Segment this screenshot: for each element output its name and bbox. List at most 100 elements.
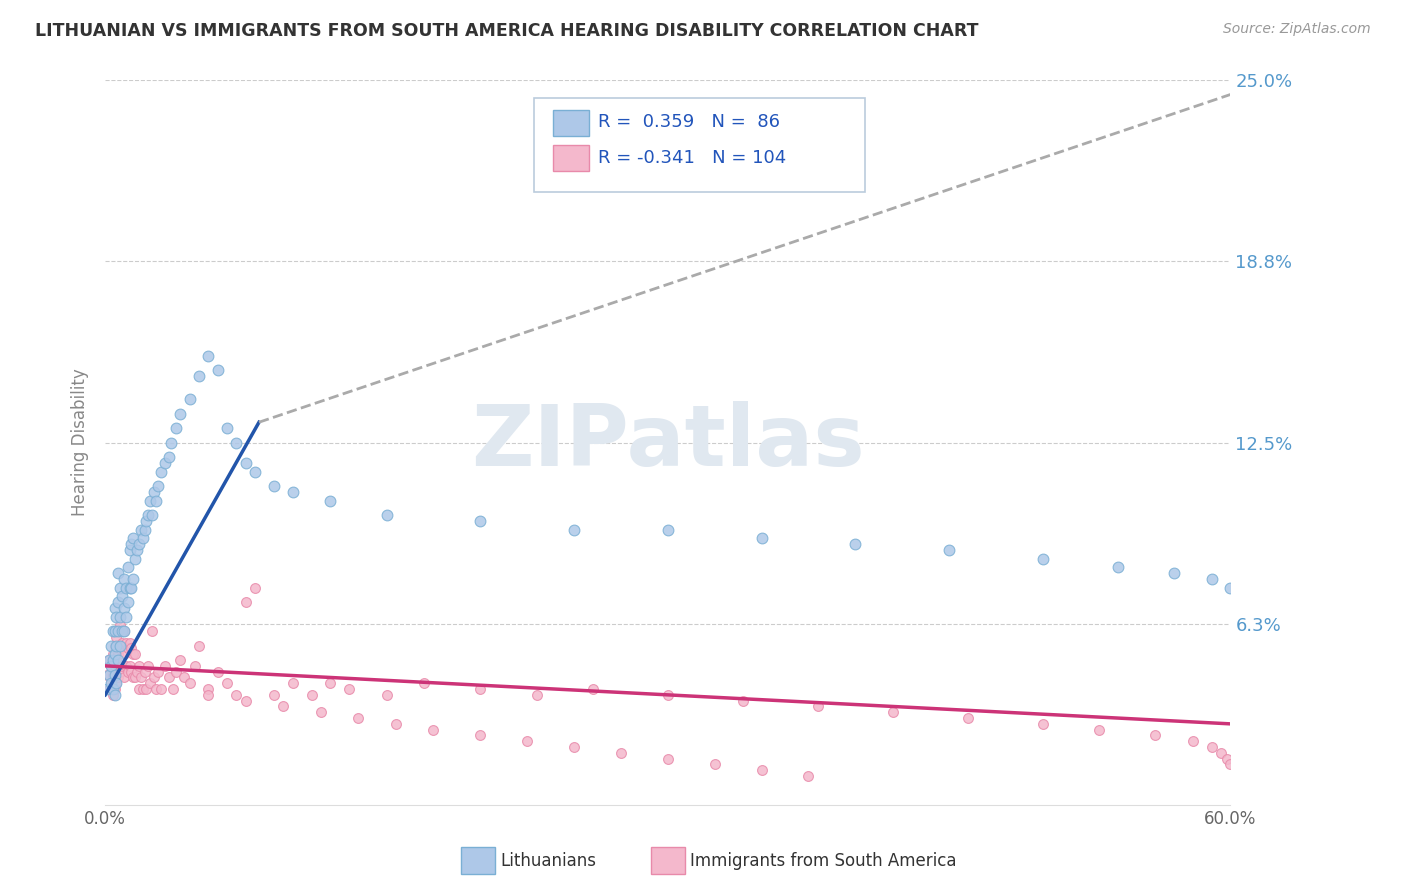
Point bbox=[143, 484, 166, 499]
Point bbox=[115, 581, 138, 595]
Point bbox=[96, 681, 118, 696]
Point bbox=[111, 635, 134, 649]
Point bbox=[470, 514, 492, 528]
Point bbox=[751, 764, 773, 778]
Point bbox=[273, 699, 295, 714]
Point bbox=[217, 421, 239, 435]
Point bbox=[1275, 609, 1298, 624]
Point bbox=[703, 757, 725, 772]
Point bbox=[731, 693, 754, 707]
Text: Lithuanians: Lithuanians bbox=[501, 852, 596, 870]
Point bbox=[157, 450, 180, 464]
Point bbox=[110, 665, 132, 679]
Point bbox=[139, 493, 162, 508]
Point bbox=[197, 688, 219, 702]
Point bbox=[118, 658, 141, 673]
Point bbox=[118, 635, 141, 649]
Point bbox=[657, 688, 679, 702]
Point bbox=[139, 676, 162, 690]
Point bbox=[155, 456, 177, 470]
Point bbox=[104, 658, 127, 673]
Point bbox=[413, 676, 436, 690]
Point bbox=[1295, 618, 1317, 632]
Point bbox=[105, 653, 128, 667]
Point bbox=[1313, 624, 1336, 638]
Point bbox=[1219, 581, 1241, 595]
Point bbox=[1237, 589, 1260, 603]
Point bbox=[301, 688, 323, 702]
Point bbox=[121, 641, 143, 656]
Point bbox=[105, 630, 128, 644]
Point bbox=[1201, 572, 1223, 586]
Point bbox=[197, 681, 219, 696]
Point bbox=[122, 572, 145, 586]
Point bbox=[582, 681, 605, 696]
Point bbox=[104, 647, 127, 661]
Point bbox=[347, 711, 370, 725]
Point bbox=[107, 624, 129, 638]
Point bbox=[107, 653, 129, 667]
Point bbox=[470, 681, 492, 696]
Point bbox=[610, 746, 633, 760]
Point bbox=[104, 681, 127, 696]
Point bbox=[263, 688, 285, 702]
Point bbox=[100, 658, 122, 673]
Point bbox=[166, 421, 188, 435]
Point bbox=[129, 523, 152, 537]
Point bbox=[309, 706, 332, 720]
Point bbox=[101, 647, 124, 661]
Point bbox=[100, 676, 122, 690]
Point bbox=[797, 769, 820, 783]
Point bbox=[235, 693, 257, 707]
Point bbox=[97, 681, 120, 696]
Point bbox=[101, 624, 124, 638]
Point bbox=[938, 542, 960, 557]
Point bbox=[134, 665, 156, 679]
Y-axis label: Hearing Disability: Hearing Disability bbox=[72, 368, 89, 516]
Point bbox=[105, 609, 128, 624]
Point bbox=[128, 537, 150, 551]
Point bbox=[135, 681, 157, 696]
Point bbox=[319, 493, 342, 508]
Point bbox=[1209, 746, 1232, 760]
Point bbox=[112, 600, 135, 615]
Point bbox=[155, 658, 177, 673]
Point bbox=[101, 653, 124, 667]
Point bbox=[101, 688, 124, 702]
Point bbox=[97, 653, 120, 667]
Point bbox=[110, 641, 132, 656]
Point bbox=[207, 363, 229, 377]
Point bbox=[104, 639, 127, 653]
Point bbox=[145, 493, 167, 508]
Point bbox=[132, 531, 155, 545]
Point bbox=[117, 641, 139, 656]
Point bbox=[122, 670, 145, 684]
Point bbox=[882, 706, 904, 720]
Point bbox=[110, 618, 132, 632]
Point bbox=[162, 681, 184, 696]
Point bbox=[104, 688, 127, 702]
Point bbox=[245, 581, 267, 595]
Point bbox=[117, 595, 139, 609]
Point bbox=[1144, 729, 1167, 743]
Point bbox=[115, 635, 138, 649]
Point bbox=[138, 508, 160, 522]
Point bbox=[1201, 740, 1223, 755]
Point bbox=[124, 647, 146, 661]
Point bbox=[751, 531, 773, 545]
Point bbox=[225, 688, 247, 702]
Point bbox=[124, 670, 146, 684]
Point bbox=[207, 665, 229, 679]
Point bbox=[105, 676, 128, 690]
Point bbox=[145, 681, 167, 696]
Point bbox=[122, 647, 145, 661]
Point bbox=[111, 624, 134, 638]
Point bbox=[101, 681, 124, 696]
Point bbox=[128, 681, 150, 696]
Point bbox=[97, 667, 120, 681]
Point bbox=[319, 676, 342, 690]
Point bbox=[157, 670, 180, 684]
Point bbox=[422, 723, 444, 737]
Point bbox=[807, 699, 830, 714]
Point bbox=[143, 670, 166, 684]
